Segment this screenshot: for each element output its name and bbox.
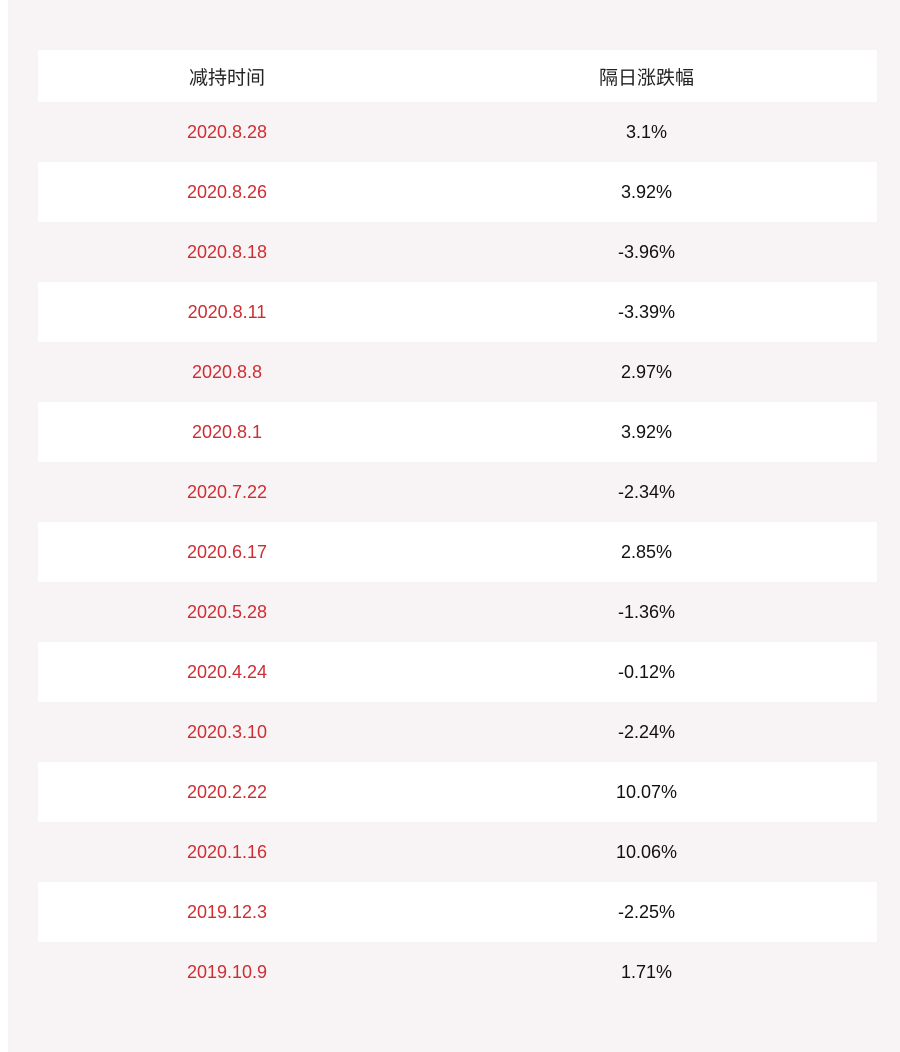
row-change: 3.92% bbox=[620, 421, 673, 442]
row-date: 2020.8.18 bbox=[186, 241, 268, 262]
row-change: 3.92% bbox=[620, 181, 673, 202]
row-change: 10.07% bbox=[615, 781, 678, 802]
row-date: 2020.2.22 bbox=[186, 781, 268, 802]
table-row: 2020.3.10 -2.24% bbox=[38, 702, 877, 762]
row-change: -0.12% bbox=[617, 661, 676, 682]
table-row: 2020.6.17 2.85% bbox=[38, 522, 877, 582]
row-date: 2020.8.8 bbox=[191, 361, 263, 382]
table-row: 2020.2.22 10.07% bbox=[38, 762, 877, 822]
row-date: 2020.4.24 bbox=[186, 661, 268, 682]
row-date: 2020.5.28 bbox=[186, 601, 268, 622]
row-change: -2.25% bbox=[617, 901, 676, 922]
header-change: 隔日涨跌幅 bbox=[598, 66, 694, 89]
row-date: 2020.8.26 bbox=[186, 181, 268, 202]
row-change: 2.85% bbox=[620, 541, 673, 562]
content-panel: 减持时间 隔日涨跌幅 2020.8.28 3.1% 2020.8.26 3.92… bbox=[8, 0, 900, 1052]
table-row: 2019.10.9 1.71% bbox=[38, 942, 877, 1002]
table-row: 2020.8.8 2.97% bbox=[38, 342, 877, 402]
row-date: 2020.7.22 bbox=[186, 481, 268, 502]
row-change: 1.71% bbox=[620, 961, 673, 982]
table-row: 2020.4.24 -0.12% bbox=[38, 642, 877, 702]
table-row: 2019.12.3 -2.25% bbox=[38, 882, 877, 942]
table-row: 2020.8.26 3.92% bbox=[38, 162, 877, 222]
table-row: 2020.5.28 -1.36% bbox=[38, 582, 877, 642]
table-row: 2020.8.28 3.1% bbox=[38, 102, 877, 162]
row-date: 2020.8.11 bbox=[187, 301, 267, 322]
row-change: -2.24% bbox=[617, 721, 676, 742]
row-change: 2.97% bbox=[620, 361, 673, 382]
table-row: 2020.1.16 10.06% bbox=[38, 822, 877, 882]
row-change: -2.34% bbox=[617, 481, 676, 502]
row-change: 3.1% bbox=[625, 121, 668, 142]
row-date: 2019.12.3 bbox=[186, 901, 268, 922]
row-change: 10.06% bbox=[615, 841, 678, 862]
table-row: 2020.7.22 -2.34% bbox=[38, 462, 877, 522]
table-row: 2020.8.1 3.92% bbox=[38, 402, 877, 462]
row-date: 2020.8.28 bbox=[186, 121, 268, 142]
header-date: 减持时间 bbox=[188, 66, 265, 89]
row-date: 2019.10.9 bbox=[186, 961, 268, 982]
table-header-row: 减持时间 隔日涨跌幅 bbox=[38, 50, 877, 102]
row-date: 2020.6.17 bbox=[186, 541, 268, 562]
row-change: -3.39% bbox=[617, 301, 676, 322]
row-change: -3.96% bbox=[617, 241, 676, 262]
table-row: 2020.8.18 -3.96% bbox=[38, 222, 877, 282]
table-row: 2020.8.11 -3.39% bbox=[38, 282, 877, 342]
row-date: 2020.3.10 bbox=[186, 721, 268, 742]
row-change: -1.36% bbox=[617, 601, 676, 622]
row-date: 2020.1.16 bbox=[186, 841, 268, 862]
reduction-table: 减持时间 隔日涨跌幅 2020.8.28 3.1% 2020.8.26 3.92… bbox=[38, 50, 877, 1002]
row-date: 2020.8.1 bbox=[191, 421, 263, 442]
